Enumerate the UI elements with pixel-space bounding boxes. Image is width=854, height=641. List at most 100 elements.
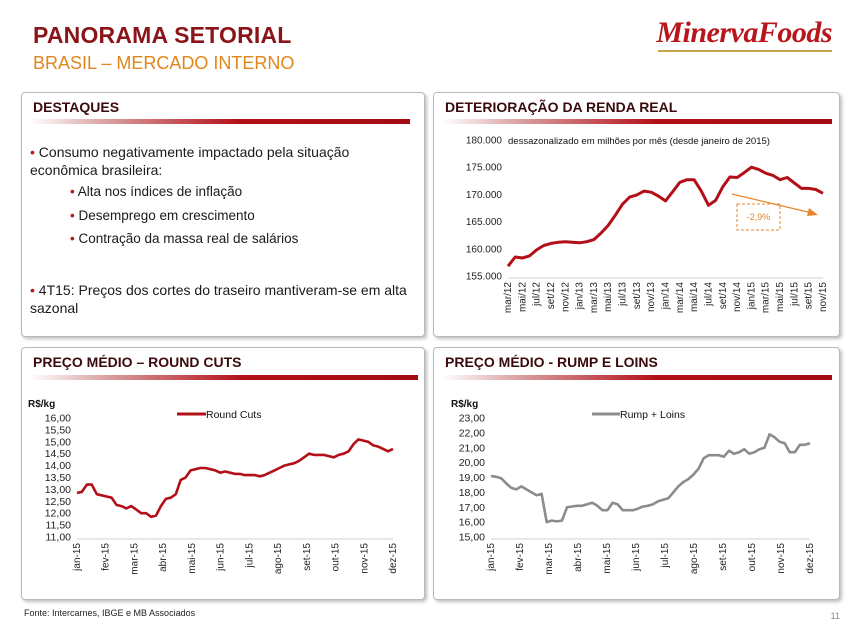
y-tick-label: 160.000 bbox=[466, 244, 503, 255]
x-tick-label: nov-15 bbox=[776, 543, 787, 574]
y-tick-label: 21,00 bbox=[459, 442, 485, 454]
renda-divider bbox=[442, 119, 832, 124]
legend-label: Round Cuts bbox=[206, 409, 261, 421]
x-tick-label: mai-15 bbox=[602, 543, 613, 574]
x-tick-label: set/12 bbox=[546, 282, 557, 310]
x-tick-label: mar-15 bbox=[129, 543, 140, 575]
round-cuts-chart: 11,0011,5012,0012,5013,0013,5014,0014,50… bbox=[28, 399, 399, 575]
bullet-4t15-text: 4T15: Preços dos cortes do traseiro mant… bbox=[30, 282, 407, 316]
bullet-consumo-text: Consumo negativamente impactado pela sit… bbox=[30, 144, 350, 178]
rump-loins-divider bbox=[442, 375, 832, 380]
y-tick-label: 15,50 bbox=[45, 424, 71, 436]
bullet-dot: • bbox=[30, 282, 39, 298]
sub-bullet-inflacao: • Alta nos índices de inflação bbox=[70, 183, 242, 201]
y-tick-label: 20,00 bbox=[459, 457, 485, 469]
annotation-label: -2,9% bbox=[747, 212, 771, 222]
y-tick-label: 14,00 bbox=[45, 460, 71, 472]
x-tick-label: abr-15 bbox=[573, 543, 584, 572]
series-line bbox=[76, 438, 394, 519]
x-tick-label: jan-15 bbox=[72, 543, 83, 572]
y-tick-label: 175.000 bbox=[466, 163, 503, 174]
y-tick-label: 13,50 bbox=[45, 472, 71, 484]
x-tick-label: ago-15 bbox=[689, 543, 700, 575]
chart-subtitle: dessazonalizado em milhões por mês (desd… bbox=[508, 136, 770, 147]
y-tick-label: 22,00 bbox=[459, 427, 485, 439]
page-number: 11 bbox=[830, 611, 840, 621]
renda-chart-heading: DETERIORAÇÃO DA RENDA REAL bbox=[445, 99, 678, 115]
x-tick-label: jul/15 bbox=[789, 282, 800, 307]
rump-loins-chart: 15,00 16,00 17,00 18,00 19,00 20,00 21,00 22,00… bbox=[451, 399, 816, 575]
x-tick-label: mai/15 bbox=[775, 282, 786, 312]
x-tick-label: mar/12 bbox=[503, 282, 514, 314]
y-tick-label: 19,00 bbox=[459, 472, 485, 484]
y-tick-label: 180.000 bbox=[466, 136, 503, 147]
x-tick-label: nov/13 bbox=[646, 282, 657, 312]
y-tick-label: 12,50 bbox=[45, 496, 71, 508]
destaques-panel: DESTAQUES • Consumo negativamente impact… bbox=[21, 92, 425, 337]
rump-loins-heading: PREÇO MÉDIO - RUMP E LOINS bbox=[445, 354, 658, 370]
x-tick-label: mar-15 bbox=[544, 543, 555, 575]
sub-bullet-desemprego-text: Desemprego em crescimento bbox=[78, 208, 255, 223]
x-tick-label: jun-15 bbox=[631, 543, 642, 572]
x-tick-label: jul/14 bbox=[703, 282, 714, 307]
page-subtitle: BRASIL – MERCADO INTERNO bbox=[33, 53, 295, 73]
x-tick-label: abr-15 bbox=[158, 543, 169, 572]
x-tick-label: set-15 bbox=[718, 543, 729, 571]
sub-bullet-desemprego: • Desemprego em crescimento bbox=[70, 207, 255, 225]
y-tick-label: 18,00 bbox=[459, 487, 485, 499]
x-tick-label: mai/12 bbox=[517, 282, 528, 312]
trend-arrowhead bbox=[807, 208, 818, 216]
y-axis-unit: R$/kg bbox=[451, 399, 478, 410]
x-tick-label: jan/14 bbox=[661, 282, 672, 311]
x-tick-label: ago-15 bbox=[273, 543, 284, 575]
x-tick-label: nov/12 bbox=[560, 282, 571, 312]
y-tick-label: 165.000 bbox=[466, 217, 503, 228]
x-tick-label: mar/15 bbox=[761, 282, 772, 314]
annotation-box bbox=[736, 203, 781, 231]
y-tick-label: 11,00 bbox=[46, 532, 72, 544]
x-tick-label: jul/12 bbox=[532, 282, 543, 307]
page-title: PANORAMA SETORIAL bbox=[33, 22, 292, 48]
y-tick-label: 17,00 bbox=[459, 502, 485, 514]
y-tick-label: 13,00 bbox=[45, 484, 71, 496]
round-cuts-heading: PREÇO MÉDIO – ROUND CUTS bbox=[33, 354, 242, 370]
renda-chart: 155.000 160.000 165.000 170.000 175.000 180.0… bbox=[466, 136, 829, 314]
x-tick-label: jan/15 bbox=[746, 282, 757, 311]
x-tick-label: dez-15 bbox=[388, 543, 399, 574]
x-tick-label: nov/15 bbox=[818, 282, 829, 312]
sub-bullet-salarios: • Contração da massa real de salários bbox=[70, 230, 298, 248]
round-cuts-divider bbox=[30, 375, 418, 380]
y-tick-label: 16,00 bbox=[459, 517, 485, 529]
y-tick-label: 15,00 bbox=[459, 532, 485, 544]
x-tick-label: out-15 bbox=[747, 543, 758, 572]
y-tick-label: 155.000 bbox=[466, 272, 503, 283]
x-tick-label: fev-15 bbox=[101, 543, 112, 571]
source-note: Fonte: Intercarnes, IBGE e MB Associados bbox=[24, 608, 196, 618]
rump-loins-chart-panel: PREÇO MÉDIO - RUMP E LOINS 15,00 16,00 17,… bbox=[433, 347, 840, 600]
x-tick-label: set/15 bbox=[804, 282, 815, 310]
bullet-4t15: • 4T15: Preços dos cortes do traseiro ma… bbox=[30, 281, 415, 317]
y-tick-label: 15,00 bbox=[45, 436, 71, 448]
renda-chart-panel: DETERIORAÇÃO DA RENDA REAL 155.000 160.00… bbox=[433, 92, 840, 337]
x-tick-label: mai-15 bbox=[187, 543, 198, 574]
x-tick-label: jan/13 bbox=[575, 282, 586, 311]
sub-bullet-inflacao-text: Alta nos índices de inflação bbox=[77, 184, 243, 199]
y-tick-label: 11,50 bbox=[46, 520, 72, 532]
y-tick-label: 14,50 bbox=[45, 448, 71, 460]
x-tick-label: set/13 bbox=[632, 282, 643, 310]
x-tick-label: jul/13 bbox=[618, 282, 629, 307]
destaques-divider bbox=[30, 119, 410, 124]
x-tick-label: fev-15 bbox=[515, 543, 526, 571]
series-line bbox=[490, 433, 811, 524]
destaques-heading: DESTAQUES bbox=[33, 99, 120, 115]
x-tick-label: nov-15 bbox=[359, 543, 370, 574]
bullet-dot: • bbox=[70, 231, 79, 246]
x-tick-label: mar/14 bbox=[675, 282, 686, 314]
x-tick-label: out-15 bbox=[331, 543, 342, 572]
sub-bullet-salarios-text: Contração da massa real de salários bbox=[78, 231, 299, 246]
x-tick-label: dez-15 bbox=[805, 543, 816, 574]
x-tick-label: jul-15 bbox=[660, 543, 671, 569]
legend-label: Rump + Loins bbox=[620, 409, 685, 421]
x-tick-label: jul-15 bbox=[244, 543, 255, 569]
y-tick-label: 170.000 bbox=[466, 190, 503, 201]
